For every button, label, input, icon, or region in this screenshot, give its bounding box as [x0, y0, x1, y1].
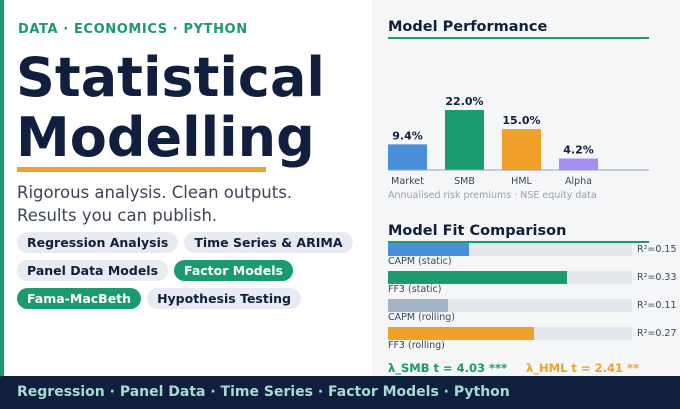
- fit-bar-track: [388, 271, 632, 284]
- fit-bar-fill: [388, 243, 469, 256]
- fit-bar-track: [388, 327, 632, 340]
- category-label-alpha: Alpha: [565, 176, 592, 187]
- bar-smb: [445, 110, 484, 170]
- fit-label: CAPM (rolling): [388, 312, 455, 323]
- title-underline: [17, 167, 266, 172]
- bar-alpha: [559, 158, 598, 170]
- footer-topics: Regression · Panel Data · Time Series · …: [17, 384, 510, 400]
- fit-title: Model Fit Comparison: [388, 223, 567, 239]
- performance-rule: [388, 37, 649, 39]
- value-label-market: 9.4%: [392, 129, 423, 142]
- tagline: Rigorous analysis. Clean outputs. Result…: [17, 181, 292, 227]
- fit-label: FF3 (rolling): [388, 340, 445, 351]
- category-label-market: Market: [391, 176, 424, 187]
- skill-chips: Regression Analysis Time Series & ARIMA …: [17, 232, 367, 309]
- page-title: Statistical Modelling: [16, 48, 325, 168]
- fit-r2-value: R²=0.15: [637, 244, 677, 255]
- bar-hml: [502, 129, 541, 170]
- fit-r2-value: R²=0.11: [637, 300, 677, 311]
- title-line-2: Modelling: [16, 106, 315, 169]
- lambda-hml-stat: λ_HML t = 2.41 **: [526, 361, 639, 375]
- fit-bar-fill: [388, 271, 567, 284]
- value-label-hml: 15.0%: [502, 114, 540, 127]
- hero-panel: DATA · ECONOMICS · PYTHON Statistical Mo…: [16, 22, 367, 309]
- bar-market: [388, 144, 427, 170]
- fit-r2-value: R²=0.33: [637, 272, 677, 283]
- value-label-smb: 22.0%: [445, 95, 483, 108]
- left-accent-bar: [0, 0, 4, 376]
- footer-bar: Regression · Panel Data · Time Series · …: [0, 376, 680, 409]
- value-label-alpha: 4.2%: [563, 144, 594, 157]
- performance-bar-chart: 9.4% Market 22.0% SMB 15.0% HML 4.2% Alpha: [388, 95, 649, 187]
- fit-label: CAPM (static): [388, 256, 452, 267]
- tagline-line-1: Rigorous analysis. Clean outputs.: [17, 183, 293, 202]
- tagline-line-2: Results you can publish.: [17, 206, 218, 225]
- category-label-smb: SMB: [454, 176, 475, 187]
- chip-time-series-arima: Time Series & ARIMA: [184, 232, 353, 253]
- chip-factor-models: Factor Models: [174, 260, 293, 281]
- fit-bar-fill: [388, 327, 534, 340]
- fit-bar-track: [388, 243, 632, 256]
- fit-rule: [388, 241, 649, 243]
- fit-bar-track: [388, 299, 632, 312]
- chip-regression-analysis: Regression Analysis: [17, 232, 179, 253]
- category-label-hml: HML: [511, 176, 532, 187]
- charts-panel: Model Performance 9.4% Market 22.0% SMB 15.0…: [372, 0, 680, 376]
- performance-caption: Annualised risk premiums · NSE equity da…: [388, 190, 597, 201]
- chip-panel-data-models: Panel Data Models: [17, 260, 169, 281]
- fit-r2-value: R²=0.27: [637, 328, 677, 339]
- lambda-smb-stat: λ_SMB t = 4.03 ***: [388, 361, 508, 375]
- eyebrow-text: DATA · ECONOMICS · PYTHON: [18, 22, 248, 37]
- fit-bar-fill: [388, 299, 448, 312]
- title-line-1: Statistical: [16, 46, 325, 109]
- fit-label: FF3 (static): [388, 284, 442, 295]
- chip-hypothesis-testing: Hypothesis Testing: [147, 288, 301, 309]
- performance-title: Model Performance: [388, 19, 548, 35]
- chip-fama-macbeth: Fama-MacBeth: [17, 288, 142, 309]
